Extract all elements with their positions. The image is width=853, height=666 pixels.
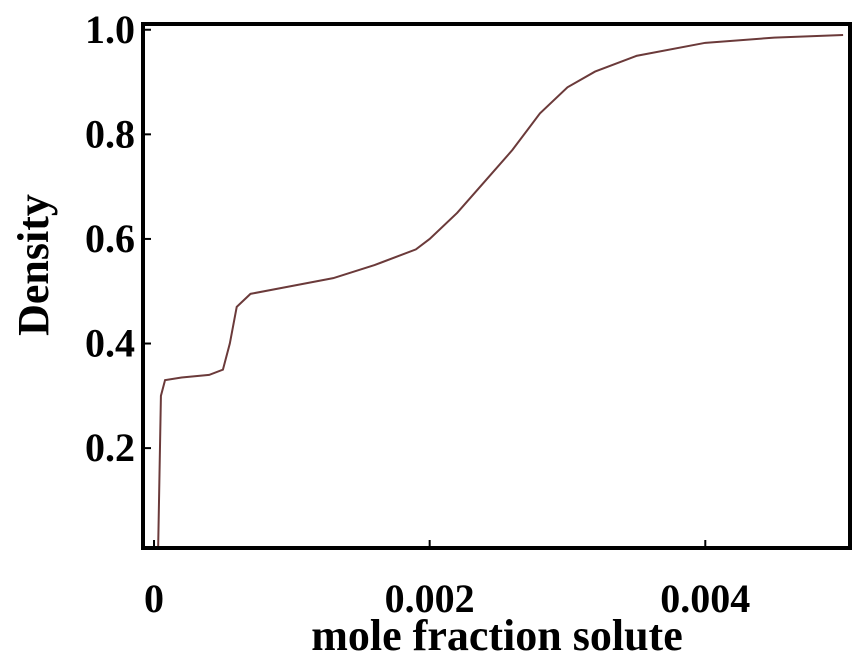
x-axis-label: mole fraction solute [311,611,682,660]
y-tick-label: 1.0 [85,7,135,52]
x-tick-label: 0.004 [660,576,750,621]
y-axis-label: Density [9,194,58,336]
y-tick-label: 0.4 [85,321,135,366]
plot-frame [141,22,852,550]
data-line [157,33,844,548]
x-tick-label: 0.002 [385,576,475,621]
y-tick-label: 0.2 [85,425,135,470]
y-tick-label: 0.8 [85,111,135,156]
x-tick-label: 0 [144,576,164,621]
y-tick-label: 0.6 [85,216,135,261]
